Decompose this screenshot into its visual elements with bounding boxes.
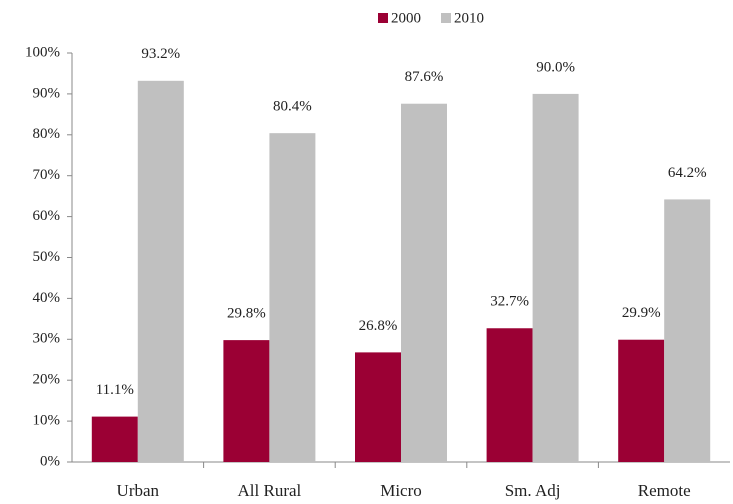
bar xyxy=(223,340,270,462)
x-tick-label: Urban xyxy=(117,481,160,500)
y-tick-label: 80% xyxy=(33,126,61,142)
bar xyxy=(137,80,184,462)
y-tick-label: 0% xyxy=(40,453,60,469)
bar xyxy=(401,103,447,462)
bar xyxy=(532,93,579,463)
value-label: 80.4% xyxy=(273,99,312,115)
value-label: 64.2% xyxy=(668,165,707,181)
bar xyxy=(618,339,665,462)
y-tick-label: 10% xyxy=(33,413,61,429)
bar xyxy=(486,328,533,462)
y-tick-label: 40% xyxy=(33,290,61,306)
y-tick-label: 100% xyxy=(25,44,60,60)
x-tick-label: Sm. Adj xyxy=(505,481,561,500)
y-tick-label: 30% xyxy=(33,331,61,347)
value-label: 26.8% xyxy=(359,318,398,334)
x-tick-label: All Rural xyxy=(238,481,302,500)
legend-swatch xyxy=(441,13,451,23)
y-tick-label: 90% xyxy=(33,85,61,101)
y-tick-label: 70% xyxy=(33,167,61,183)
legend-swatch xyxy=(378,13,388,23)
x-tick-label: Micro xyxy=(380,481,422,500)
y-tick-label: 20% xyxy=(33,372,61,388)
bar xyxy=(664,199,711,462)
legend-label: 2010 xyxy=(454,10,484,26)
x-tick-label: Remote xyxy=(638,481,691,500)
legend-label: 2000 xyxy=(391,10,421,26)
value-label: 11.1% xyxy=(96,382,134,398)
bar xyxy=(91,416,138,462)
value-label: 32.7% xyxy=(490,294,529,310)
y-tick-label: 60% xyxy=(33,208,61,224)
value-label: 93.2% xyxy=(141,46,180,62)
value-label: 29.9% xyxy=(622,305,661,321)
y-tick-label: 50% xyxy=(33,249,61,265)
bar xyxy=(355,352,401,462)
bar xyxy=(269,133,316,462)
value-label: 90.0% xyxy=(536,59,575,75)
value-label: 29.8% xyxy=(227,306,266,322)
value-label: 87.6% xyxy=(405,69,444,85)
